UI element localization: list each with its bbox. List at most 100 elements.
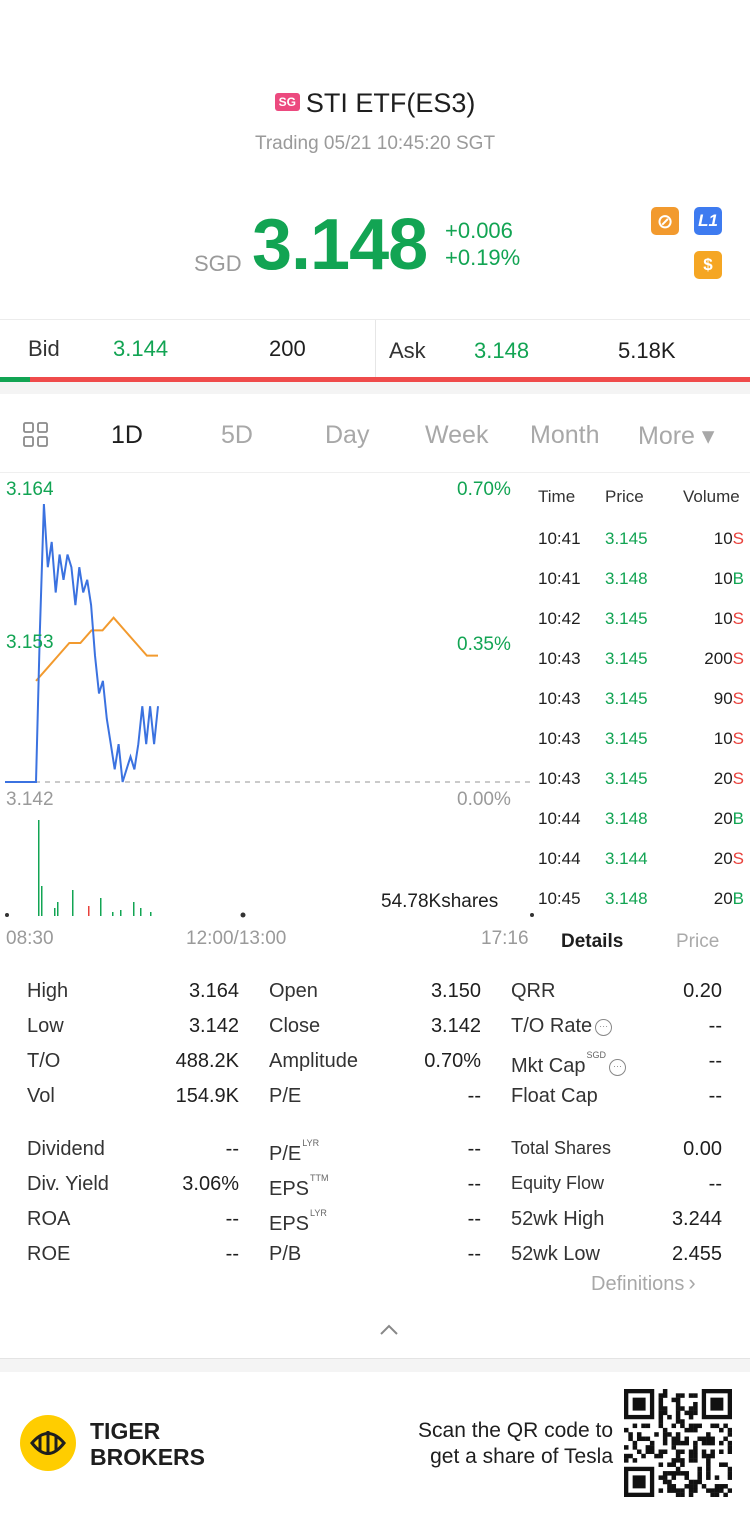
bid-ask-divider: [375, 320, 376, 378]
volume-bar: [88, 906, 90, 916]
info-icon[interactable]: ···: [595, 1019, 613, 1036]
stat-value: --: [467, 1085, 481, 1107]
ticks-header-time: Time: [538, 487, 576, 506]
info-icon[interactable]: ···: [608, 1059, 626, 1076]
price-change: +0.006 +0.19%: [445, 217, 520, 271]
tick-price: 3.144: [605, 849, 648, 868]
no-short-icon[interactable]: ⊘: [651, 207, 679, 235]
stat-value: --: [225, 1208, 239, 1230]
dollar-icon[interactable]: $: [694, 251, 722, 279]
stat-value: --: [708, 1173, 722, 1195]
intraday-chart[interactable]: [0, 474, 535, 924]
tab-day[interactable]: Day: [325, 421, 370, 449]
tick-volume: 10S: [713, 529, 744, 548]
stat-label: QRR: [511, 980, 556, 1002]
tick-volume: 10B: [713, 569, 744, 588]
tab-1d[interactable]: 1D: [111, 421, 143, 449]
stat-label: Dividend: [27, 1138, 105, 1160]
stat-label: Equity Flow: [511, 1173, 605, 1193]
volume-bar: [112, 912, 114, 916]
volume-bar: [38, 820, 40, 916]
tab-week[interactable]: Week: [425, 421, 489, 449]
stat-value: --: [708, 1015, 722, 1037]
stat-value: 3.142: [430, 1015, 481, 1037]
tick-row: 10:43 3.145 20S: [538, 769, 748, 809]
stat-label: EPSLYR: [269, 1208, 327, 1235]
tick-time: 10:42: [538, 609, 581, 628]
tick-price: 3.145: [605, 649, 648, 668]
tick-price: 3.145: [605, 529, 648, 548]
stat-label: High: [27, 980, 69, 1002]
tick-volume: 20S: [713, 849, 744, 868]
stat-label: ROA: [27, 1208, 71, 1230]
tick-volume: 10S: [713, 609, 744, 628]
tick-row: 10:41 3.145 10S: [538, 529, 748, 569]
tick-time: 10:45: [538, 889, 581, 908]
tab-price[interactable]: Price: [676, 931, 720, 952]
tick-row: 10:44 3.148 20B: [538, 809, 748, 849]
axis-dot-mid: [240, 912, 246, 918]
level1-icon[interactable]: L1: [694, 207, 722, 235]
tab-more[interactable]: More ▾: [638, 422, 715, 450]
stat-label: Low: [27, 1015, 64, 1037]
tab-month[interactable]: Month: [530, 421, 600, 449]
ask-label: Ask: [389, 338, 426, 363]
tab-details[interactable]: Details: [561, 931, 624, 952]
definitions-link[interactable]: Definitions ›: [591, 1270, 696, 1296]
bid-ratio-fill: [0, 377, 30, 382]
stat-value: 0.70%: [424, 1050, 481, 1072]
stat-value: 488.2K: [175, 1050, 239, 1072]
volume-bar: [150, 912, 152, 916]
pct-label-mid: 0.35%: [457, 634, 511, 655]
tiger-logo-icon: [18, 1413, 78, 1478]
tick-time: 10:44: [538, 809, 581, 828]
tick-price: 3.145: [605, 609, 648, 628]
brand-name: TIGER BROKERS: [90, 1418, 205, 1470]
footer-divider: [0, 1358, 750, 1372]
stat-label: P/ELYR: [269, 1138, 320, 1165]
stat-value: --: [467, 1208, 481, 1230]
stat-label: T/O: [27, 1050, 61, 1072]
stat-value: 154.9K: [175, 1085, 239, 1107]
currency-label: SGD: [194, 251, 242, 276]
stat-label: Div. Yield: [27, 1173, 109, 1195]
stat-value: --: [708, 1085, 722, 1107]
chevron-right-icon: ›: [688, 1270, 696, 1295]
tick-row: 10:43 3.145 200S: [538, 649, 748, 689]
time-label-break: 12:00/13:00: [186, 928, 287, 949]
tick-time: 10:44: [538, 849, 581, 868]
tick-time: 10:43: [538, 649, 581, 668]
section-gap: [0, 382, 750, 394]
stat-value: --: [467, 1173, 481, 1195]
stat-label: Close: [269, 1015, 321, 1037]
stat-value: 2.455: [671, 1243, 722, 1265]
tick-price: 3.148: [605, 809, 648, 828]
tick-time: 10:43: [538, 689, 581, 708]
bid-ask-bar[interactable]: Bid 3.144 200 Ask 3.148 5.18K: [0, 319, 750, 378]
stat-label: Float Cap: [511, 1085, 598, 1107]
price-line: [5, 503, 159, 783]
volume-bar: [120, 910, 122, 916]
stat-value: 3.244: [671, 1208, 722, 1230]
stat-value: 3.142: [188, 1015, 239, 1037]
tick-volume: 20S: [713, 769, 744, 788]
ticks-header-price: Price: [605, 487, 644, 506]
tick-row: 10:43 3.145 10S: [538, 729, 748, 769]
tick-row: 10:41 3.148 10B: [538, 569, 748, 609]
bid-label: Bid: [28, 336, 60, 361]
stat-label: T/O Rate ···: [511, 1015, 613, 1038]
grid-menu-icon[interactable]: [22, 421, 50, 454]
tick-price: 3.145: [605, 689, 648, 708]
volume-bar: [133, 902, 135, 916]
stat-value: 0.20: [683, 980, 722, 1002]
tick-volume: 10S: [713, 729, 744, 748]
stat-label: ROE: [27, 1243, 71, 1265]
tab-5d[interactable]: 5D: [221, 421, 253, 449]
ask-price: 3.148: [474, 338, 530, 363]
qr-code-icon: [624, 1389, 732, 1497]
collapse-chevron-icon[interactable]: [378, 1322, 400, 1343]
stat-value: --: [467, 1138, 481, 1160]
security-name: STI ETF(ES3): [305, 88, 476, 118]
brand-line-1: TIGER: [90, 1418, 161, 1444]
bid-ask-ratio-bar: [0, 377, 750, 382]
